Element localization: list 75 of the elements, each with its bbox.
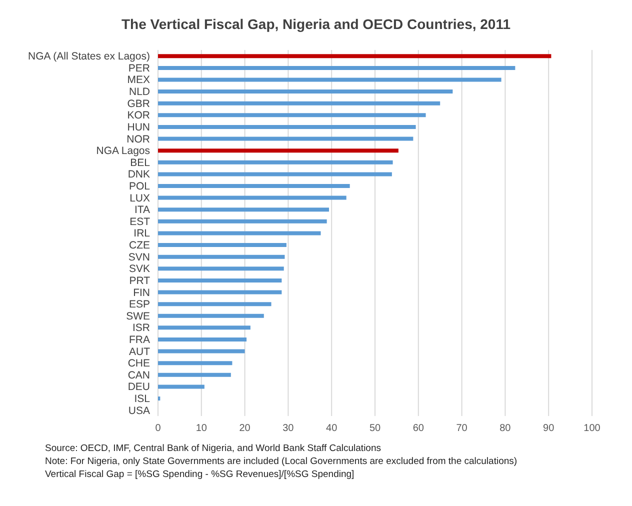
y-tick-label: SWE (126, 310, 150, 322)
x-tick-label: 20 (239, 423, 251, 434)
bar (158, 302, 272, 306)
x-tick-label: 10 (196, 423, 208, 434)
y-tick-label: IRL (134, 228, 150, 240)
bar (158, 78, 502, 82)
y-tick-label: HUN (127, 121, 150, 134)
bar (158, 290, 282, 294)
bar (158, 231, 321, 236)
y-tick-label: SVK (128, 263, 150, 276)
bar (158, 349, 245, 354)
bar (158, 172, 392, 176)
bar (158, 90, 453, 94)
y-tick-label: NLD (128, 86, 150, 98)
y-tick-label: GBR (127, 98, 150, 110)
y-tick-label: SVN (128, 251, 150, 264)
bar (158, 254, 285, 259)
bar (158, 278, 282, 282)
y-tick-label: KOR (127, 110, 150, 122)
y-tick-label: BEL (130, 156, 150, 169)
y-tick-label: PRT (129, 274, 151, 287)
bar (158, 208, 329, 212)
y-tick-label: CAN (128, 369, 150, 382)
y-tick-label: DEU (128, 381, 150, 394)
y-tick-label: ISL (134, 393, 150, 406)
y-tick-label: NGA (All States ex Lagos) (28, 50, 150, 63)
y-tick-label: DNK (128, 168, 150, 181)
source-note: Source: OECD, IMF, Central Bank of Nigeria, and World Bank Staff Calculations (45, 442, 382, 455)
text: Vertical Fiscal Gap = [%SG Spending - %SG Revenues]/[%SG Spending] (45, 468, 356, 481)
y-tick-label: FIN (133, 286, 150, 299)
y-tick-label: FRA (129, 334, 150, 346)
bar (158, 184, 350, 188)
bar (158, 384, 204, 389)
bar (158, 243, 286, 248)
x-tick-label: 100 (584, 423, 601, 434)
x-tick-label: 40 (326, 423, 338, 434)
bar (158, 266, 284, 271)
bar (158, 196, 346, 200)
bar (158, 314, 264, 318)
bar (158, 136, 414, 141)
bar (158, 124, 416, 129)
chart-title: The Vertical Fiscal Gap, Nigeria and OECD Countries, 2011 (120, 15, 512, 34)
y-tick-label: AUT (129, 346, 151, 358)
bar (158, 219, 327, 224)
y-tick-label: ISR (132, 322, 150, 334)
y-tick-label: ESP (128, 298, 150, 311)
bar (158, 66, 516, 70)
x-tick-label: 60 (412, 423, 424, 434)
x-tick-label: 0 (155, 423, 162, 434)
y-tick-label: POL (128, 180, 150, 192)
bar (158, 148, 398, 153)
x-tick-label: 80 (500, 423, 512, 434)
y-tick-label: NGA Lagos (96, 145, 150, 158)
bar (158, 372, 231, 377)
bar (158, 326, 250, 330)
bar (158, 361, 232, 366)
x-tick-label: 30 (282, 423, 294, 434)
bar (158, 113, 426, 118)
y-tick-label: NOR (126, 133, 150, 146)
y-tick-label: CHE (128, 358, 150, 370)
bar (158, 337, 247, 342)
bar (158, 160, 393, 164)
y-tick-label: LUX (130, 192, 150, 204)
x-tick-label: 70 (456, 423, 468, 434)
x-tick-label: 90 (543, 423, 555, 434)
y-tick-label: ITA (134, 204, 150, 216)
y-tick-label: EST (130, 216, 151, 228)
text: Note: For Nigeria, only State Governments are included (Local Governments are excluded from the calculations) (45, 455, 518, 468)
y-tick-label: USA (128, 404, 150, 417)
bar (158, 54, 552, 58)
bar (158, 101, 440, 106)
y-tick-label: PER (128, 62, 150, 74)
y-tick-label: CZE (129, 240, 150, 252)
y-tick-label: MEX (127, 74, 150, 86)
x-tick-label: 50 (369, 423, 381, 434)
